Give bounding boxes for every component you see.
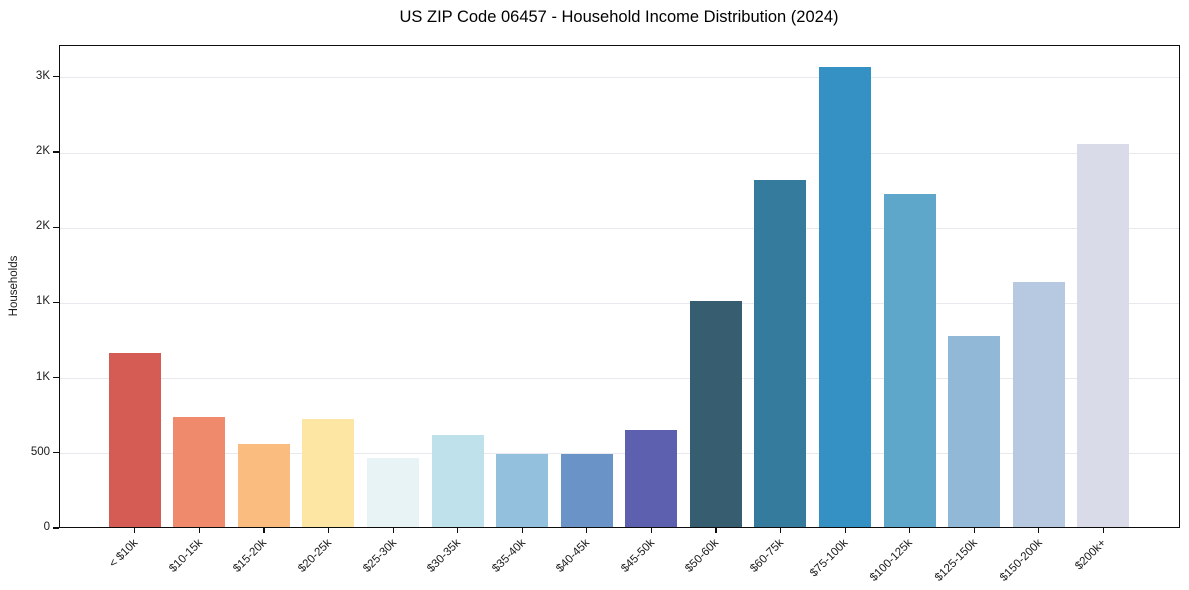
x-tick-label: < $10k xyxy=(107,537,141,571)
x-tick-mark xyxy=(457,528,459,533)
bar-$30-35k xyxy=(431,435,484,527)
y-tick-mark xyxy=(53,301,59,303)
bar-$200k+ xyxy=(1077,143,1130,527)
x-tick-label: $10-15k xyxy=(167,537,205,575)
bar-$75-100k xyxy=(818,66,871,527)
x-tick-label: $30-35k xyxy=(425,537,464,575)
x-tick-mark xyxy=(263,528,265,533)
y-tick-mark xyxy=(53,226,59,228)
x-tick-mark xyxy=(198,528,201,533)
x-tick-mark xyxy=(392,528,394,533)
bar-$25-30k xyxy=(366,457,419,527)
x-tick-mark xyxy=(134,528,136,533)
x-tick-mark xyxy=(1038,528,1040,533)
y-tick-mark xyxy=(53,151,59,153)
gridline-1000 xyxy=(59,378,1179,380)
bar-$10-15k xyxy=(173,417,226,527)
chart-title: US ZIP Code 06457 - Household Income Dis… xyxy=(399,8,839,26)
gridline-500 xyxy=(59,453,1179,455)
bar-$35-40k xyxy=(496,454,549,527)
x-tick-label: $15-20k xyxy=(231,537,270,575)
bar-$40-45k xyxy=(560,454,613,527)
bar-$125-150k xyxy=(948,336,1001,527)
gridline-2000 xyxy=(59,227,1179,229)
x-tick-label: $150-200k xyxy=(997,537,1045,584)
x-tick-label: $50-60k xyxy=(683,537,722,575)
x-tick-label: $45-50k xyxy=(619,537,657,575)
x-tick-label: $60-75k xyxy=(748,537,787,575)
y-tick-label: 1K xyxy=(35,295,50,308)
bar-$150-200k xyxy=(1012,281,1065,527)
x-tick-label: $125-150k xyxy=(932,537,980,584)
y-tick-label: 0 xyxy=(43,521,50,533)
bar-$45-50k xyxy=(625,430,678,527)
x-tick-label: $200k+ xyxy=(1073,537,1109,573)
x-tick-mark xyxy=(1102,528,1105,533)
x-tick-label: $20-25k xyxy=(296,537,335,575)
x-tick-mark xyxy=(715,528,717,533)
y-tick-mark xyxy=(53,76,59,78)
gridline-3000 xyxy=(59,77,1179,79)
x-tick-label: $100-125k xyxy=(868,537,916,584)
x-tick-mark xyxy=(973,528,975,533)
x-tick-mark xyxy=(521,528,523,533)
bar-$50-60k xyxy=(689,301,742,527)
x-tick-mark xyxy=(909,528,911,533)
y-tick-mark xyxy=(53,527,59,529)
y-tick-mark xyxy=(53,377,59,379)
x-tick-label: $25-30k xyxy=(360,537,399,575)
x-tick-mark xyxy=(328,528,330,533)
plot-area xyxy=(58,44,1180,528)
x-tick-label: $75-100k xyxy=(808,537,851,580)
gridline-1500 xyxy=(59,302,1179,304)
y-tick-mark xyxy=(53,452,59,454)
bar-$100-125k xyxy=(883,193,936,527)
y-tick-label: 2K xyxy=(35,220,50,233)
bar-$20-25k xyxy=(302,419,355,527)
x-tick-mark xyxy=(844,528,846,533)
bar-< $10k xyxy=(108,353,161,527)
x-tick-label: $35-40k xyxy=(489,537,528,575)
y-tick-label: 3K xyxy=(35,69,50,82)
bar-$15-20k xyxy=(237,443,290,527)
bar-$60-75k xyxy=(754,179,807,527)
x-tick-label: $40-45k xyxy=(554,537,593,575)
x-tick-mark xyxy=(650,528,653,533)
x-tick-mark xyxy=(586,528,588,533)
gridline-2500 xyxy=(59,152,1179,154)
x-tick-mark xyxy=(780,528,782,533)
y-tick-label: 500 xyxy=(30,445,50,458)
y-tick-label: 2K xyxy=(35,145,50,158)
y-tick-label: 1K xyxy=(35,370,50,383)
